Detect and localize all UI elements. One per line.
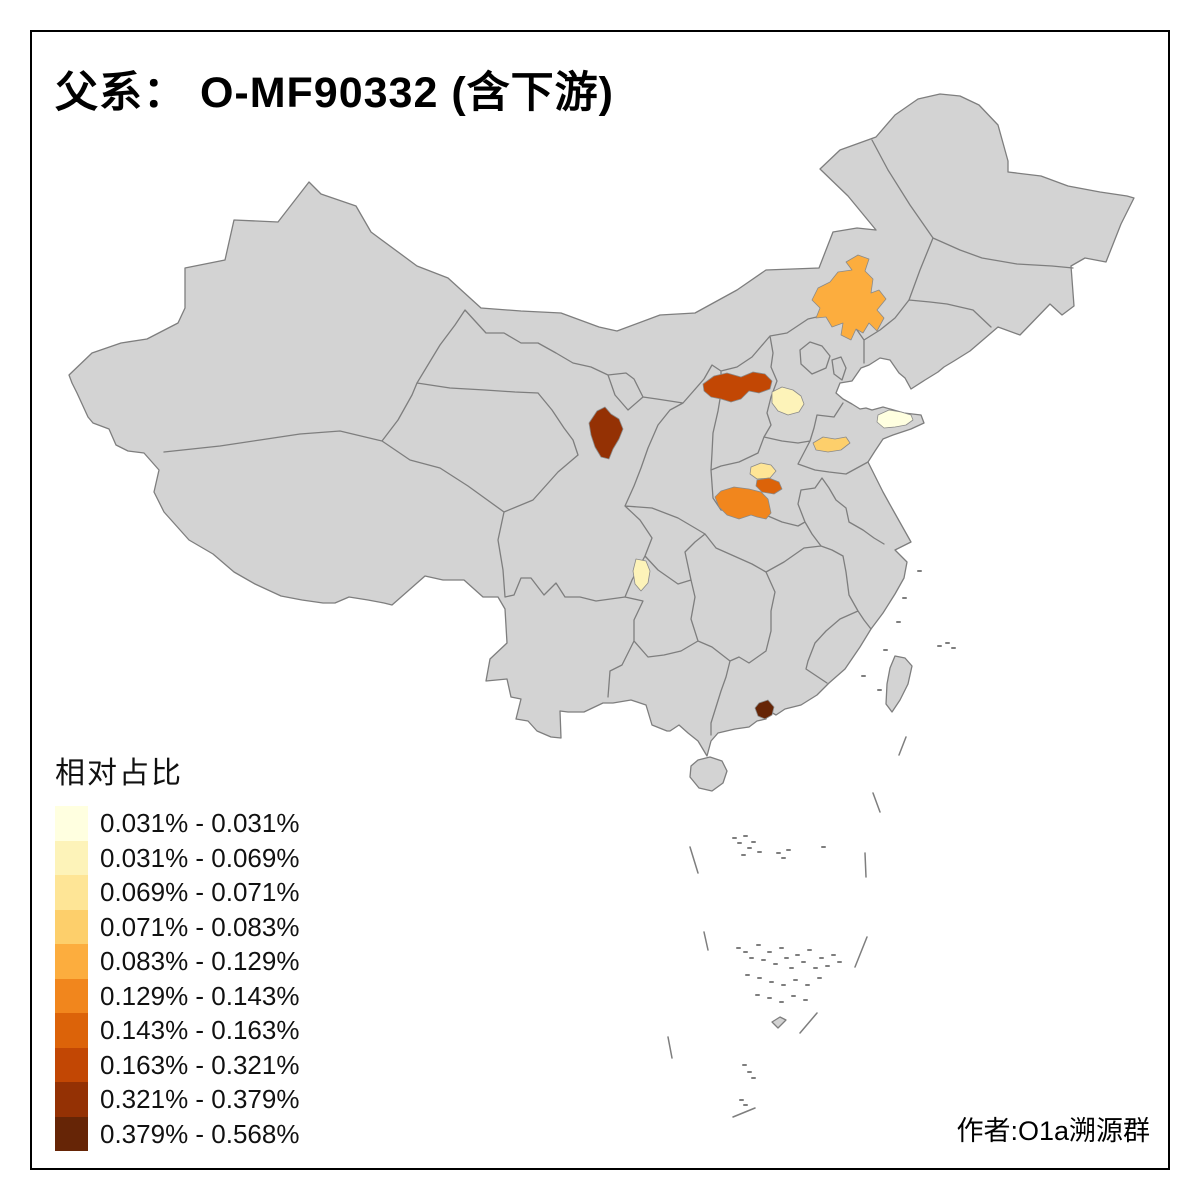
legend-label: 0.163% - 0.321% [100, 1049, 300, 1080]
legend-swatch [55, 1082, 88, 1117]
province-borders [163, 139, 1074, 736]
choropleth-region-west-shandong [812, 436, 851, 453]
legend-swatch [55, 1116, 88, 1151]
choropleth-region-shandong-peninsula [876, 409, 914, 429]
figure-frame [30, 30, 1170, 1170]
legend-item: 0.143% - 0.163% [55, 1013, 299, 1048]
choropleth-region-southeast-inner-mongolia [811, 254, 887, 341]
choropleth-region-central-gansu [588, 406, 624, 460]
choropleth-region-central-henan [755, 477, 783, 495]
legend-swatch [55, 978, 88, 1013]
legend-swatch [55, 806, 88, 841]
legend-item: 0.321% - 0.379% [55, 1082, 299, 1117]
sea-islet-large [771, 1016, 787, 1029]
legend-item: 0.071% - 0.083% [55, 909, 300, 944]
map-layers [68, 93, 1135, 1118]
choropleth-region-north-shanxi [702, 371, 773, 403]
page-title: 父系： O-MF90332 (含下游) [55, 69, 614, 117]
legend-label: 0.129% - 0.143% [100, 980, 300, 1011]
legend-item: 0.129% - 0.143% [55, 978, 300, 1013]
sea-islets [732, 570, 956, 1106]
legend-label: 0.071% - 0.083% [100, 911, 300, 942]
legend-item: 0.379% - 0.568% [55, 1116, 300, 1151]
legend-item: 0.031% - 0.031% [55, 806, 299, 841]
legend-swatch [55, 840, 88, 875]
choropleth-region-southwest-henan [714, 486, 772, 520]
legend-item: 0.069% - 0.071% [55, 875, 299, 910]
legend-item: 0.163% - 0.321% [55, 1047, 300, 1082]
legend-swatch [55, 1047, 88, 1082]
choropleth-region-south-sichuan [632, 558, 651, 592]
legend: 相对占比 0.031% - 0.031% 0.031% - 0.069% 0.0… [55, 748, 299, 1151]
hainan-island [689, 756, 728, 792]
legend-swatch [55, 944, 88, 979]
legend-label: 0.031% - 0.069% [100, 842, 300, 873]
legend-label: 0.379% - 0.568% [100, 1118, 300, 1149]
legend-label: 0.083% - 0.129% [100, 946, 300, 976]
legend-item: 0.083% - 0.129% [55, 944, 299, 979]
nine-dash-line [667, 736, 907, 1118]
choropleth-region-north-henan [749, 462, 777, 480]
legend-item: 0.031% - 0.069% [55, 840, 300, 875]
legend-label: 0.069% - 0.071% [100, 877, 300, 907]
legend-label: 0.031% - 0.031% [100, 808, 300, 838]
taiwan-island [885, 655, 913, 713]
legend-title: 相对占比 [55, 757, 183, 790]
legend-swatch [55, 909, 88, 944]
legend-swatch [55, 875, 88, 910]
choropleth-region-central-hebei [771, 386, 805, 416]
author-credit: 作者:O1a溯源群 [956, 1116, 1150, 1146]
legend-label: 0.143% - 0.163% [100, 1015, 300, 1045]
choropleth-region-pearl-river-delta [754, 699, 775, 720]
legend-label: 0.321% - 0.379% [100, 1084, 300, 1114]
legend-swatch [55, 1013, 88, 1048]
